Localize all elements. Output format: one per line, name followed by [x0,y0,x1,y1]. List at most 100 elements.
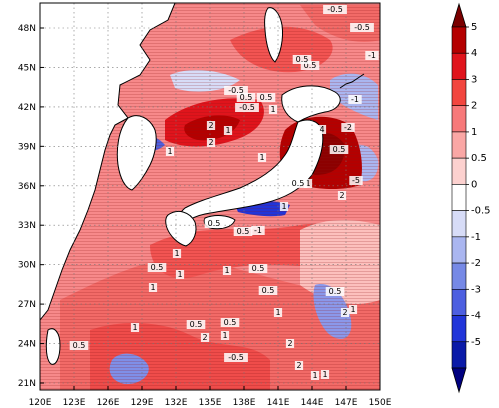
contour-label-box [206,138,216,147]
contour-label-box [340,308,350,317]
contour-label: 0.5 [304,61,317,70]
contour-label: 2 [208,138,213,147]
lat-tick-label: 36N [18,182,36,192]
colorbar-segment [451,157,467,185]
colorbar-label: 1 [471,127,477,138]
land-hokkaido [281,85,341,123]
colorbar-label: -4 [471,311,481,322]
longitude-axis: 120E 123E 126E 129E 132E 135E 138E 141E 144E 147E… [29,386,392,408]
colorbar-segment [451,184,467,211]
contour-label-box [310,371,320,380]
colorbar-label: 0 [471,179,477,190]
contour-label-box [220,331,230,340]
contour-label: 1 [259,153,264,162]
contour-label: 1 [224,266,229,275]
contour-label: 1 [350,305,355,314]
lon-tick-label: 129E [131,398,154,408]
contour-label: 1 [225,126,230,135]
contour-label: 1 [177,270,182,279]
land-kuril-islands [339,73,365,89]
contour-label-box [329,145,349,154]
contour-label: -0.5 [327,5,343,14]
contour-label-box [175,270,185,279]
lon-tick-label: 120E [29,398,52,408]
latitude-axis: 21N 24N 27N 30N 33N 36N 39N 42N 45N 48N [18,24,44,389]
contour-label-box [147,263,167,272]
lat-tick-label: 42N [18,103,36,113]
colorbar-label: -3 [471,284,481,295]
colorbar-label: -1 [471,232,481,243]
contour-label-box [292,55,312,64]
contour-label: -2 [344,123,352,132]
contour-label-box [273,308,283,317]
contour-label: 0.5 [151,263,164,272]
contour-label: -5 [352,176,360,185]
contour-label: -0.5 [228,353,244,362]
colorbar-label: 3 [471,74,477,85]
contour-label: 0.5 [260,93,273,102]
contour-label: 1 [305,179,310,188]
contour-label-box [279,202,289,211]
land-asia-mainland [40,3,176,321]
lat-tick-label: 24N [18,340,36,350]
colorbar-label: 4 [471,48,477,59]
contour-label: 0.5 [333,145,346,154]
lon-tick-label: 147E [335,398,358,408]
colorbar-segment [451,79,467,106]
contour-label-box [233,227,253,236]
lon-tick-label: 144E [301,398,324,408]
contour-label-box [224,86,248,95]
lat-tick-label: 33N [18,221,36,231]
contour-label-box [285,339,295,348]
lat-tick-label: 39N [18,142,36,152]
contour-label: 2 [208,121,213,130]
lon-tick-label: 138E [233,398,256,408]
contour-label-box [256,93,276,102]
lat-tick-label: 21N [18,379,36,389]
contour-label-box [222,266,232,275]
contour-label-box [223,126,233,135]
contour-label: -0.5 [228,86,244,95]
contour-label: 0.5 [296,55,309,64]
contour-label: 1 [270,105,275,114]
contour-label-box [130,323,140,332]
contour-label: -1 [351,95,359,104]
contour-label: 0.5 [224,318,237,327]
contour-label: -0.5 [239,103,255,112]
contour-label-box [365,51,379,60]
contour-label-box [172,249,182,258]
contour-label: 0.5 [329,287,342,296]
contour-label-box [186,320,206,329]
contour-label: 0.5 [73,341,86,350]
contour-label: 0.5 [252,264,265,273]
lon-tick-label: 150E [369,398,392,408]
contour-label: -1 [368,51,376,60]
colorbar-label: 5 [471,22,477,33]
contour-label: 2 [202,333,207,342]
contour-label-box [317,125,327,134]
contour-label-box [294,361,304,370]
contour-label: 0.5 [208,219,221,228]
contour-label: 1 [281,202,286,211]
contour-label-box [300,61,320,70]
contour-label-box [323,5,347,14]
colorbar-label: -2 [471,258,481,269]
colorbar-label: 2 [471,101,477,112]
contour-label: 1 [174,249,179,258]
contour-label: 2 [339,191,344,200]
colorbar-segment [451,210,467,238]
contour-label: 1 [150,283,155,292]
contour-label-box [341,123,355,132]
colorbar-label: -5 [471,337,481,348]
contour-label-box [288,179,308,188]
lat-tick-label: 27N [18,300,36,310]
contour-label: 2 [296,361,301,370]
contour-label-box [248,264,268,273]
contour-label-box [224,353,248,362]
lon-tick-label: 141E [267,398,290,408]
contour-label-box [69,341,89,350]
contour-label-box [165,147,175,156]
